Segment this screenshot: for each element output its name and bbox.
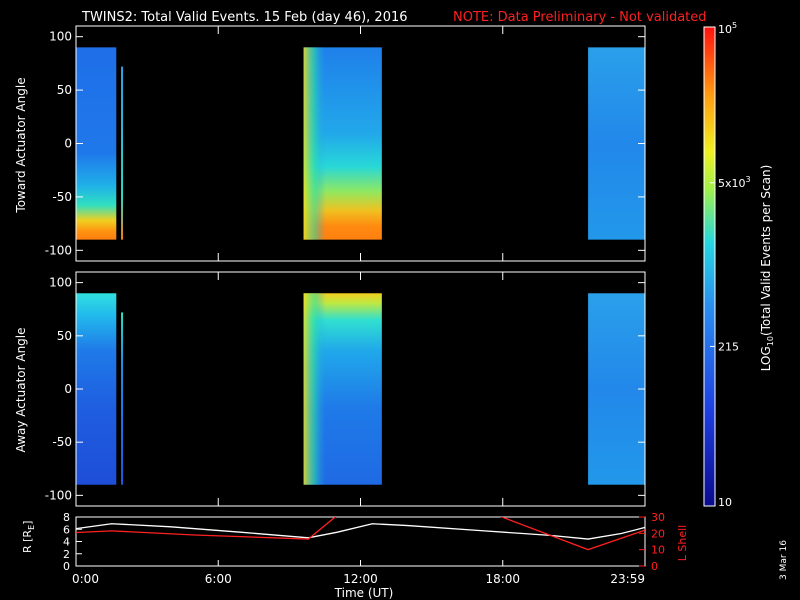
colorbar-scale — [703, 26, 716, 507]
toward-angle-panel: 100 50 0 -50 -100 — [45, 25, 646, 262]
colorbar: 10 215 5x103 105 — [703, 21, 751, 509]
orbit-ytick-right-label: 20 — [651, 527, 665, 540]
toward-data-block-3 — [588, 47, 645, 240]
orbit-ytick-left-label: 0 — [63, 560, 70, 573]
orbit-series-1 — [76, 517, 337, 540]
orbit-ytick-right-label: 10 — [651, 544, 665, 557]
orbit-frame — [75, 516, 646, 567]
time-xtick-label: 18:00 — [485, 572, 520, 586]
away-ytick-label: 100 — [49, 276, 72, 290]
toward-ytick-label: 50 — [57, 83, 72, 97]
away-data-block-1 — [121, 312, 124, 485]
time-xlabel: Time (UT) — [334, 586, 394, 600]
date-stamp: 3 Mar 16 — [779, 540, 789, 580]
toward-ytick-label: -50 — [52, 190, 72, 204]
orbit-series-2 — [500, 517, 645, 551]
away-angle-panel: 100 50 0 -50 -100 — [45, 271, 646, 507]
toward-data-block-1 — [121, 66, 124, 240]
time-xtick-label: 0:00 — [72, 572, 99, 586]
colorbar-tick-label: 10 — [718, 496, 732, 509]
away-ytick-label: 50 — [57, 329, 72, 343]
away-ytick-label: 0 — [64, 382, 72, 396]
toward-ytick-label: -100 — [45, 243, 72, 257]
orbit-ytick-left-label: 8 — [63, 511, 70, 524]
orbit-ytick-right-label: 0 — [651, 560, 658, 573]
orbit-ytick-left-label: 4 — [63, 536, 70, 549]
colorbar-tick-label: 105 — [718, 21, 737, 36]
away-data-block-3 — [588, 293, 645, 485]
orbit-ylabel-right: L Shell — [676, 525, 689, 561]
away-data-block-2-edge — [303, 293, 326, 485]
orbit-ytick-left-label: 6 — [63, 523, 70, 536]
time-xtick-label: 12:00 — [343, 572, 378, 586]
toward-ytick-label: 0 — [64, 137, 72, 151]
chart-note: NOTE: Data Preliminary - Not validated — [453, 10, 707, 25]
toward-data-block-2-edge — [303, 47, 326, 240]
orbit-ylabel-left: R [RE] — [21, 521, 36, 553]
colorbar-tick-label: 5x103 — [718, 175, 751, 190]
time-xtick-label: 6:00 — [205, 572, 232, 586]
orbit-series-0 — [76, 523, 645, 540]
toward-ylabel: Toward Actuator Angle — [14, 77, 28, 213]
orbit-ytick-left-label: 2 — [63, 548, 70, 561]
time-xtick-label: 23:59 — [610, 572, 645, 586]
away-ytick-label: -50 — [52, 435, 72, 449]
away-ylabel: Away Actuator Angle — [14, 327, 28, 452]
chart-title: TWINS2: Total Valid Events. 15 Feb (day … — [81, 10, 408, 25]
away-ytick-label: -100 — [45, 488, 72, 502]
colorbar-tick-label: 215 — [718, 340, 739, 353]
colorbar-label: LOG10(Total Valid Events per Scan) — [759, 165, 775, 372]
toward-ytick-label: 100 — [49, 30, 72, 44]
orbit-ytick-right-label: 30 — [651, 511, 665, 524]
